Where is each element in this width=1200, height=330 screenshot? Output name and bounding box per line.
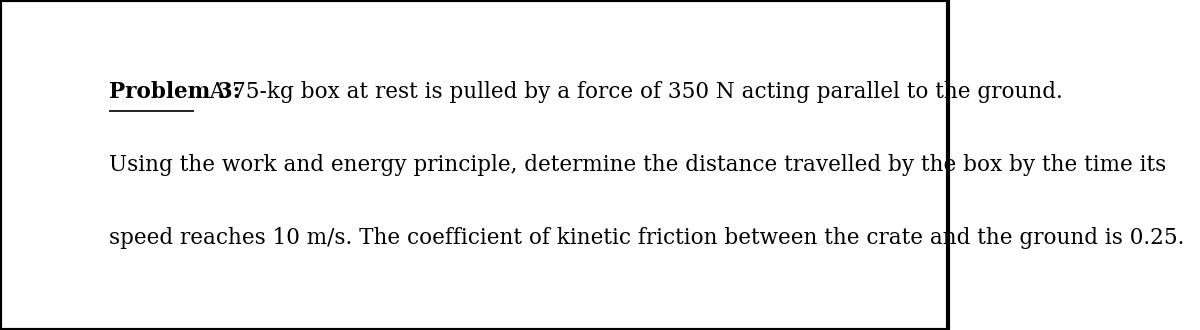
Text: A 75-kg box at rest is pulled by a force of 350 N acting parallel to the ground.: A 75-kg box at rest is pulled by a force… [196,82,1063,103]
Text: Problem 3:: Problem 3: [109,82,241,103]
Text: speed reaches 10 m/s. The coefficient of kinetic friction between the crate and : speed reaches 10 m/s. The coefficient of… [109,227,1184,248]
Text: Using the work and energy principle, determine the distance travelled by the box: Using the work and energy principle, det… [109,154,1166,176]
